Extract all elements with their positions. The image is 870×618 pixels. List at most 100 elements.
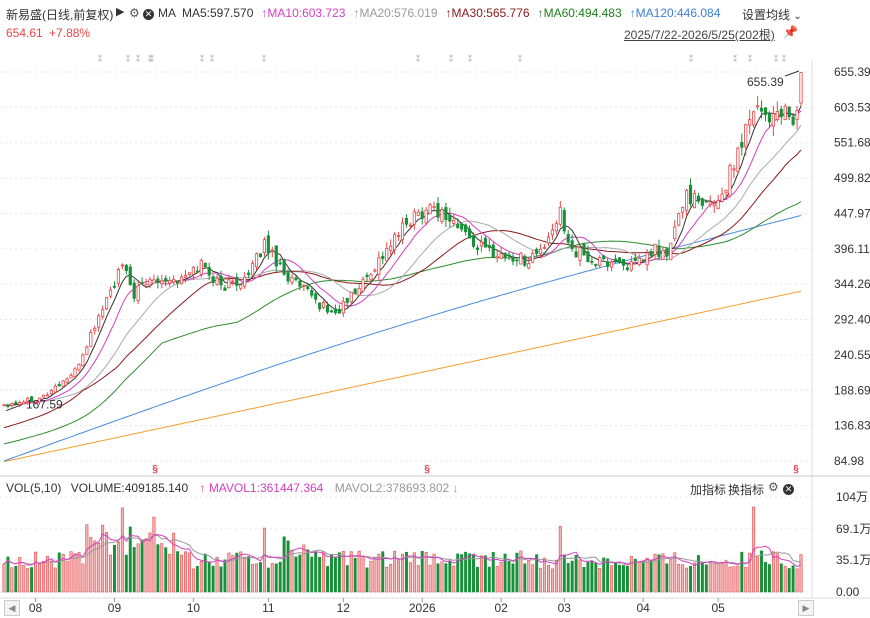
- volume-bar: [692, 562, 696, 593]
- candle-body: [756, 105, 760, 108]
- volume-bar: [720, 562, 724, 593]
- volume-bar: [251, 564, 255, 593]
- date-range[interactable]: 2025/7/22-2026/5/25(202根): [624, 26, 775, 43]
- event-marker: ⁑: [689, 53, 693, 64]
- volume-bar: [326, 566, 330, 593]
- y-tick-label: 396.11: [834, 242, 870, 256]
- add-indicator-button[interactable]: 加指标: [690, 483, 727, 497]
- x-tick-label: 04: [636, 601, 650, 615]
- candle-body: [554, 223, 558, 232]
- candle-body: [452, 219, 456, 224]
- candle-body: [14, 401, 18, 404]
- volume-bar: [641, 561, 645, 593]
- candle-body: [349, 291, 353, 303]
- ma10-line: [3, 110, 802, 407]
- volume-bar: [771, 551, 775, 593]
- candle-body: [720, 193, 724, 202]
- y-tick-label: 84.98: [834, 454, 864, 468]
- candle-body: [124, 264, 128, 271]
- gear-icon[interactable]: ⚙: [768, 480, 779, 494]
- ma-settings-button[interactable]: 设置均线 ⌄: [742, 6, 802, 23]
- candle-body: [499, 253, 503, 259]
- volume-bar: [262, 527, 266, 593]
- volume-bar: [255, 563, 258, 593]
- close-icon[interactable]: ✕: [143, 9, 154, 21]
- candle-body: [112, 285, 117, 288]
- event-marker: ⁑: [416, 53, 420, 64]
- volume-bar: [456, 553, 460, 593]
- scroll-right-button[interactable]: ▶: [798, 600, 814, 616]
- switch-indicator-button[interactable]: 换指标: [728, 483, 765, 497]
- volume-bar: [136, 543, 140, 593]
- volume-bar: [799, 554, 803, 593]
- candle-body: [637, 257, 641, 266]
- volume-bar: [22, 565, 26, 593]
- y-tick-label: 240.55: [834, 348, 870, 362]
- candle-body: [740, 141, 744, 148]
- gear-icon[interactable]: ⚙: [129, 6, 140, 20]
- candle-body: [148, 279, 152, 286]
- ma-values: MA5:597.570 ↑MA10:603.723 ↑MA20:576.019 ↑MA…: [182, 6, 728, 20]
- candle-body: [420, 211, 424, 219]
- volume-bar: [85, 524, 89, 593]
- candle-body: [144, 283, 148, 287]
- stock-title: 新易盛(日线,前复权): [6, 8, 114, 22]
- candle-body: [337, 309, 341, 314]
- volume-bar: [322, 551, 326, 593]
- price-change: +7.88%: [49, 26, 91, 40]
- candle-body: [2, 404, 6, 407]
- volume-bar: [148, 532, 152, 593]
- candle-body: [108, 289, 113, 297]
- volume-bar: [432, 553, 436, 593]
- candle-body: [491, 244, 495, 258]
- volume-bar: [207, 561, 211, 593]
- volume-bar: [704, 564, 708, 593]
- volume-bar: [14, 565, 18, 593]
- play-icon[interactable]: ▶: [116, 6, 125, 18]
- event-marker: ⁑: [774, 53, 778, 64]
- volume-bar: [53, 567, 57, 593]
- candle-body: [97, 315, 101, 328]
- candle-body: [594, 263, 598, 266]
- candle-body: [724, 190, 728, 194]
- candle-body: [290, 277, 294, 283]
- candle-body: [132, 282, 136, 299]
- vol-mavol2: MAVOL2:378693.802 ↓: [334, 481, 459, 495]
- close-icon[interactable]: ✕: [783, 484, 794, 496]
- volume-bar: [491, 552, 495, 593]
- volume-bar: [760, 550, 764, 593]
- volume-bar: [574, 555, 578, 593]
- volume-bar: [152, 516, 156, 593]
- volume-bar: [172, 532, 176, 593]
- candle-body: [613, 258, 618, 262]
- high-annotation-line: [784, 70, 800, 77]
- event-marker: ⁑: [782, 53, 786, 64]
- candle-body: [298, 280, 302, 287]
- volume-bar: [286, 540, 290, 593]
- volume-bar: [748, 552, 752, 593]
- candle-body: [373, 269, 377, 272]
- current-price: 654.61: [6, 26, 43, 40]
- candle-body: [436, 203, 440, 218]
- low-annotation-line: [5, 404, 23, 412]
- candle-body: [546, 236, 551, 244]
- volume-bar: [791, 565, 795, 593]
- volume-bar: [140, 540, 144, 593]
- x-tick-label: 05: [711, 601, 725, 615]
- pin-icon[interactable]: 📌: [783, 25, 798, 39]
- candle-body: [598, 257, 602, 266]
- ma-item-4: ↑MA60:494.483: [537, 6, 622, 20]
- volume-bar: [621, 564, 625, 593]
- candle-body: [322, 301, 326, 308]
- volume-bar: [562, 554, 566, 593]
- candle-body: [65, 378, 69, 383]
- scroll-left-button[interactable]: ◀: [4, 600, 20, 616]
- volume-bar: [65, 561, 69, 593]
- volume-bar: [475, 566, 479, 593]
- chevron-down-icon: ⌄: [793, 11, 802, 22]
- candle-body: [77, 364, 81, 371]
- volume-bar: [472, 555, 476, 593]
- candle-body: [258, 253, 263, 258]
- volume-bar: [566, 563, 570, 593]
